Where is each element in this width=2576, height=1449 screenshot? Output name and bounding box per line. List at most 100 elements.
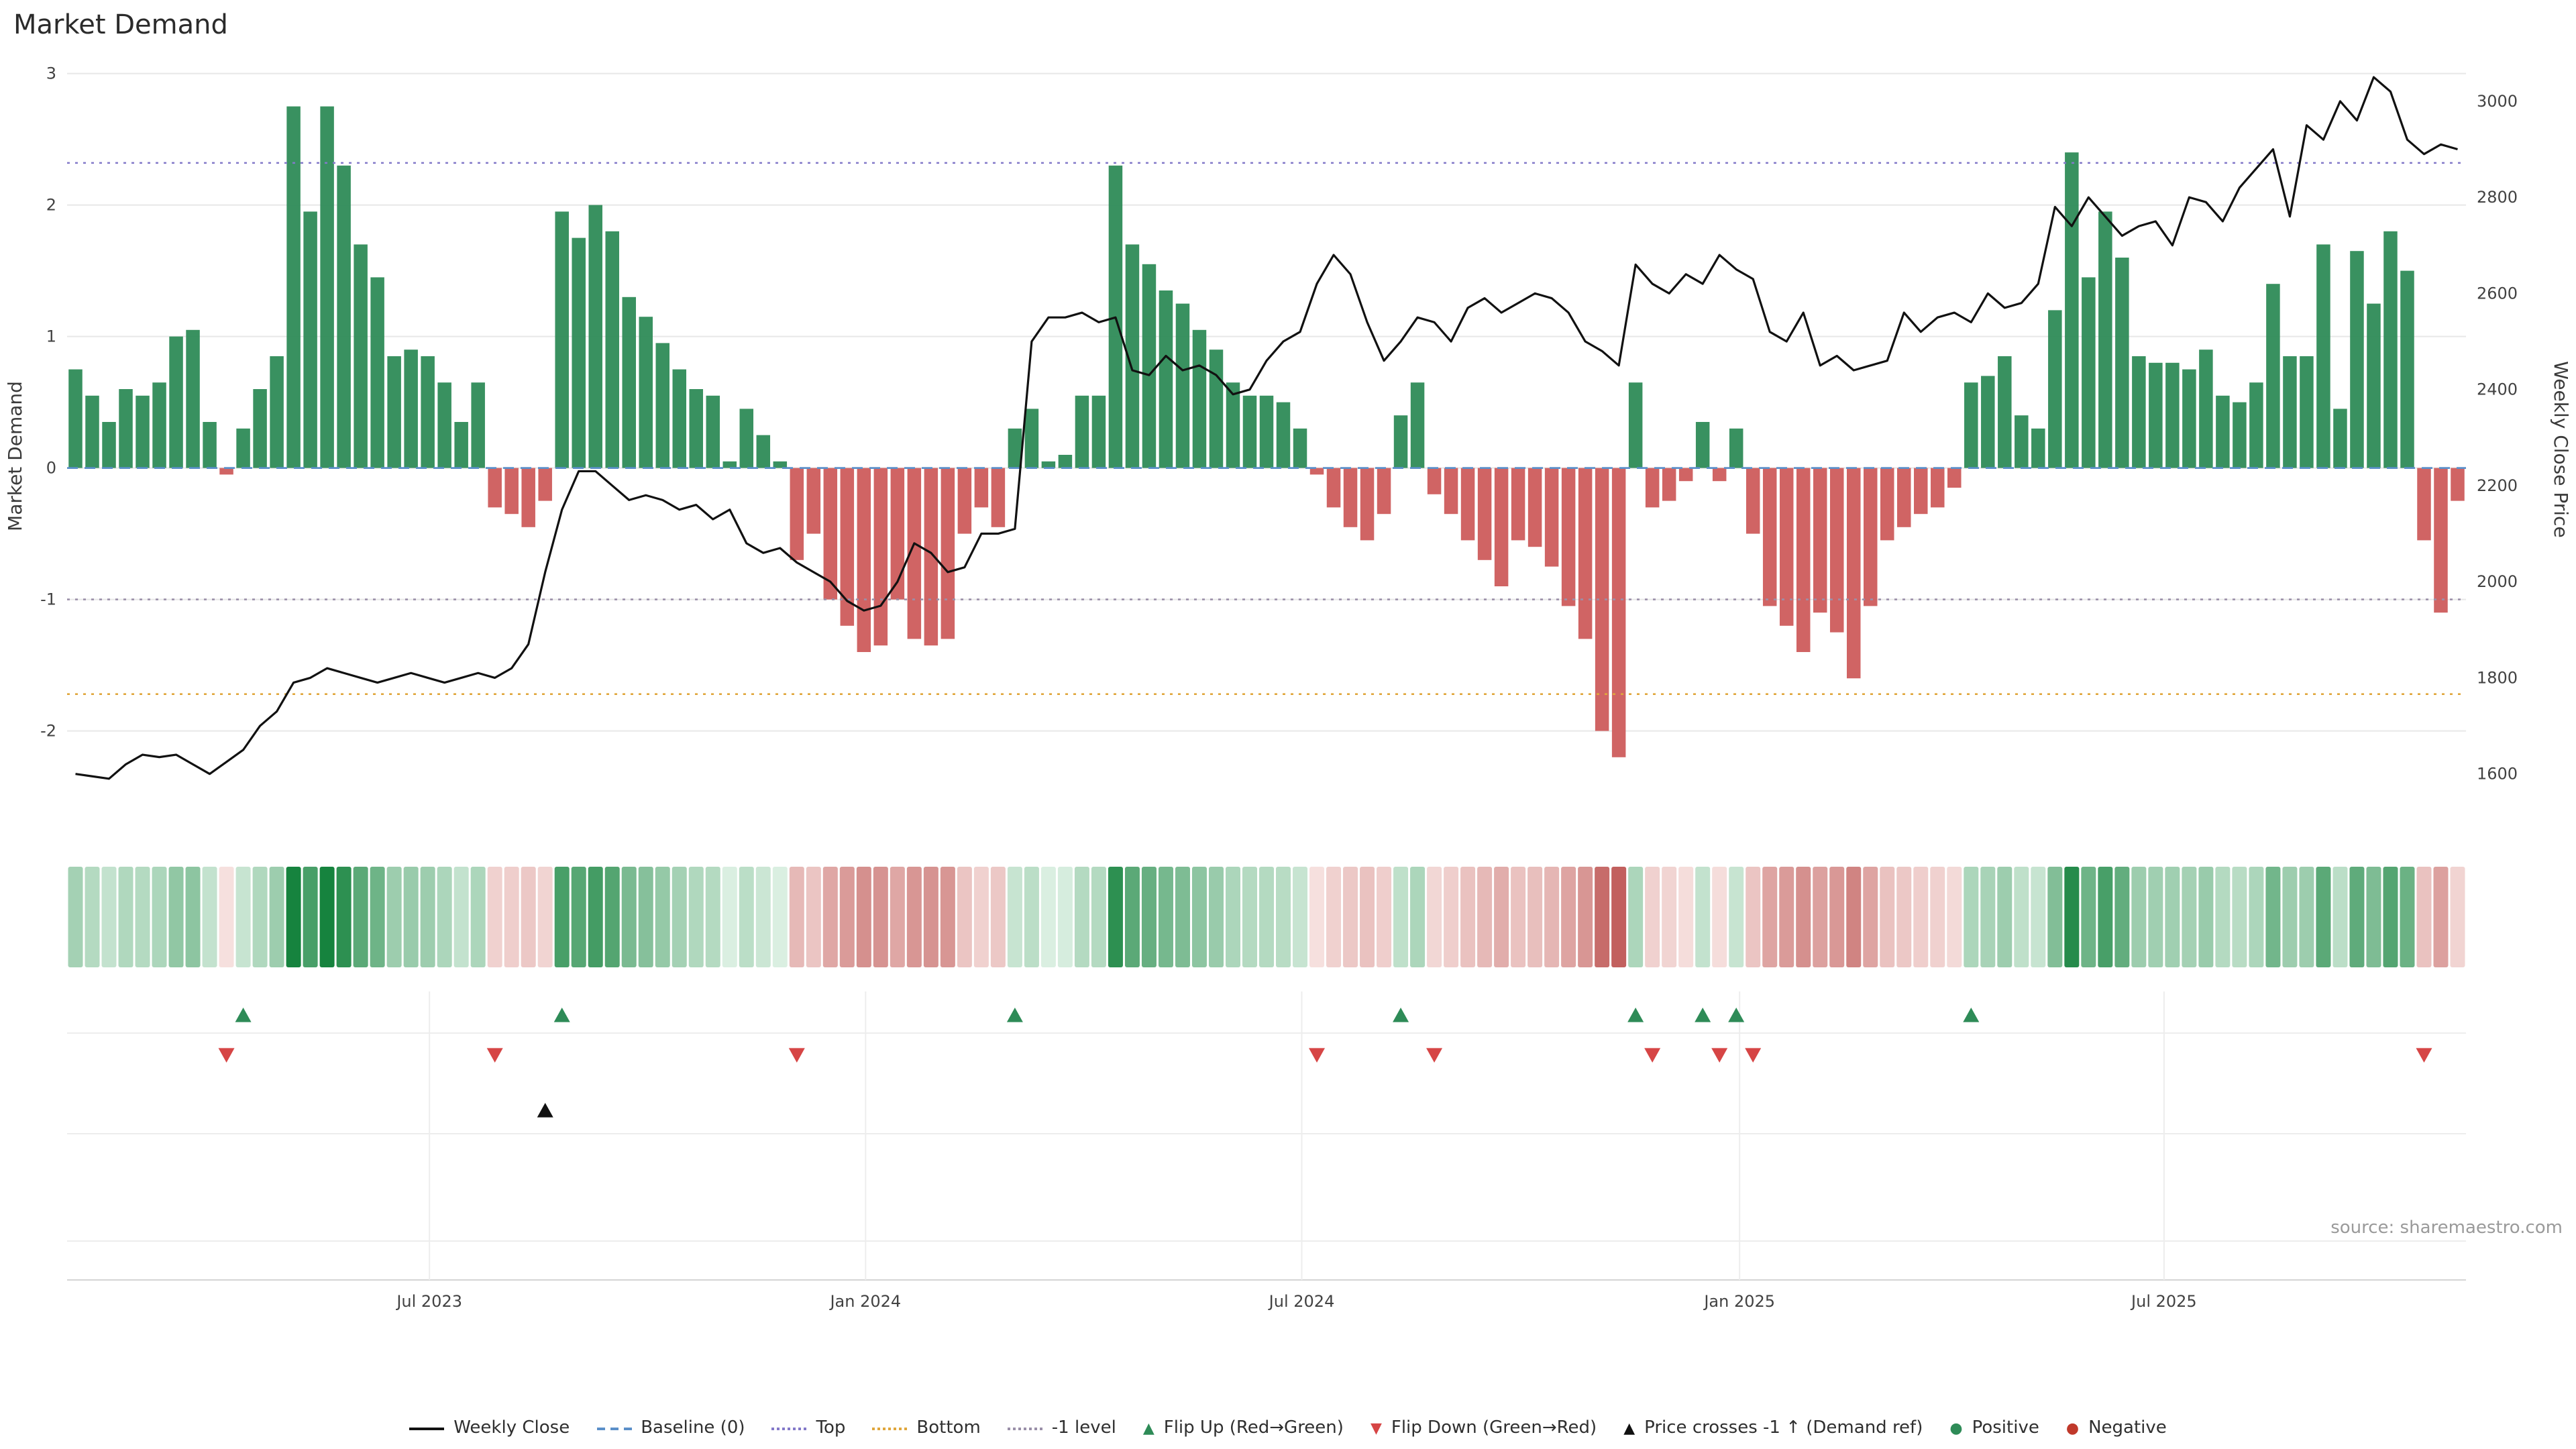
demand-bar-positive [119,389,133,468]
heatmap-cell [537,867,553,967]
demand-bar-positive [572,237,586,468]
demand-bar-positive [1075,395,1089,468]
heatmap-cell [1477,867,1493,967]
demand-bar-positive [2031,428,2045,468]
legend-label: Top [816,1418,846,1438]
heatmap-cell [789,867,804,967]
heatmap-cell [1645,867,1660,967]
heatmap-cell [906,867,922,967]
demand-bar-positive [2300,356,2314,468]
demand-bar-positive [1175,303,1190,468]
dot-icon: ● [2065,1419,2080,1437]
heatmap-cell [420,867,435,967]
heatmap-cell [269,867,284,967]
demand-bar-negative [2451,468,2465,501]
flip-up-marker [1627,1008,1644,1022]
legend: Weekly Close Baseline (0) Top Bottom -1 leve… [0,1418,2576,1438]
heatmap-cell [739,867,754,967]
heatmap-cell [873,867,888,967]
demand-bar-positive [639,317,653,468]
demand-bar-positive [437,382,451,468]
demand-bar-negative [1813,468,1827,613]
demand-bar-negative [1611,468,1626,757]
right-axis-tick: 2600 [2477,284,2518,303]
heatmap-cell [1494,867,1509,967]
demand-bar-negative [957,468,972,534]
demand-bar-positive [2283,356,2297,468]
demand-bar-positive [85,395,99,468]
legend-label: Baseline (0) [641,1418,745,1438]
heatmap-cell [437,867,452,967]
heatmap-cell [2031,867,2046,967]
heatmap-cell [1225,867,1240,967]
heatmap-cell [319,867,335,967]
heatmap-cell [1930,867,1945,967]
flip-down-marker [788,1048,805,1063]
heatmap-cell [1896,867,1912,967]
heatmap-cell [2215,867,2231,967]
heatmap-cell [672,867,687,967]
flip-up-marker [1963,1008,1980,1022]
legend-item: ● Negative [2066,1418,2167,1438]
demand-bar-positive [2082,277,2096,468]
demand-bar-positive [2249,382,2263,468]
heatmap-cell [1880,867,1895,967]
left-axis-tick: 3 [46,64,56,83]
demand-bar-positive [2165,362,2180,468]
heatmap-cell [453,867,469,967]
demand-bar-positive [1259,395,1274,468]
flip-down-marker [2416,1048,2432,1063]
heatmap-cell [1258,867,1275,967]
demand-bar-negative [1595,468,1609,731]
heatmap-cell [957,867,972,967]
heatmap-cell [521,867,536,967]
right-axis-tick: 2000 [2477,572,2518,591]
legend-item: Top [771,1418,846,1438]
legend-item: Baseline (0) [596,1418,745,1438]
heatmap-cell [1007,867,1022,967]
heatmap-cell [1762,867,1778,967]
legend-item: ▼ Flip Down (Green→Red) [1371,1418,1597,1438]
demand-bar-positive [404,350,418,468]
left-axis-tick: 2 [46,196,56,215]
heatmap-cell [1360,867,1375,967]
demand-bar-positive [387,356,401,468]
heatmap-cell [1444,867,1459,967]
heatmap-cell [2299,867,2314,967]
heatmap-cell [85,867,100,967]
demand-bar-positive [1695,422,1710,468]
left-axis-tick: 0 [46,459,56,478]
demand-bar-negative [1779,468,1794,626]
heatmap-cell [822,867,838,967]
demand-bar-negative [873,468,888,646]
heatmap-cell [1746,867,1761,967]
heatmap-cell [990,867,1006,967]
demand-bar-positive [722,461,737,468]
heatmap-cell [2400,867,2415,967]
demand-bar-positive [1393,415,1408,468]
dotted-line-swatch [771,1427,807,1430]
demand-bar-negative [1477,468,1492,560]
heatmap-cell [1427,867,1442,967]
demand-bar-negative [1947,468,1962,488]
heatmap-cell [755,867,771,967]
heatmap-cell [2198,867,2214,967]
dotted-line-swatch [872,1427,908,1430]
demand-bar-positive [2182,369,2196,468]
heatmap-cell [1293,867,1308,967]
demand-bar-positive [203,422,217,468]
heatmap-cell [353,867,368,967]
line-swatch [409,1427,445,1430]
right-axis-tick: 2200 [2477,476,2518,495]
heatmap-cell [1124,867,1140,967]
demand-bar-negative [941,468,955,639]
heatmap-cell [168,867,184,967]
demand-bar-positive [2350,251,2364,468]
heatmap-cell [1628,867,1644,967]
heatmap-cell [1964,867,1979,967]
demand-bar-positive [2065,152,2079,468]
demand-bar-positive [2115,258,2129,468]
demand-bar-negative [790,468,804,560]
demand-bar-negative [2434,468,2448,613]
demand-bar-negative [1561,468,1576,606]
